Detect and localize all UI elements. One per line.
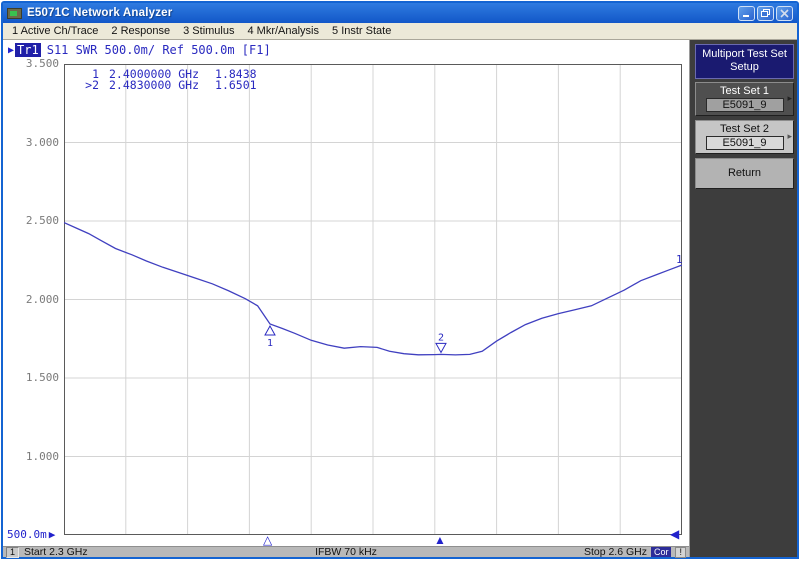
marker2-value: 1.6501 — [215, 78, 257, 92]
stop-frequency-label: Stop 2.6 GHz — [583, 546, 647, 558]
softkey-menu-title: Multiport Test Set Setup — [695, 44, 794, 79]
trace-id-badge: Tr1 — [15, 43, 41, 57]
svg-text:1: 1 — [267, 338, 273, 349]
marker2-frequency: 2.4830000 GHz — [109, 78, 200, 92]
svg-text:2: 2 — [438, 332, 444, 343]
channel-number-box: 1 — [6, 546, 20, 558]
trace-header[interactable]: ▶ Tr1 S11 SWR 500.0m/ Ref 500.0m [F1] — [8, 43, 271, 57]
softkey-test-set-1[interactable]: Test Set 1 E5091_9 ▸ — [695, 82, 794, 116]
chart-canvas: 1 2 1 — [64, 64, 682, 535]
y-axis-tick-label: 3.500 — [25, 57, 59, 70]
chart-area[interactable]: 1 2 1 — [64, 64, 682, 535]
y-axis-tick-label: 2.000 — [25, 292, 59, 306]
y-axis-tick-label: 2.500 — [25, 214, 59, 227]
marker1-id: 1 — [92, 67, 99, 81]
reference-level: 500.0m ▶ — [7, 528, 55, 541]
close-button[interactable] — [776, 5, 793, 21]
restore-icon — [761, 9, 770, 17]
marker1-value: 1.8438 — [215, 67, 257, 81]
softkey-value: E5091_9 — [705, 98, 784, 112]
softkey-label: Test Set 2 — [720, 123, 769, 135]
title-bar[interactable]: E5071C Network Analyzer — [3, 3, 797, 23]
softkey-return[interactable]: Return — [695, 158, 794, 189]
start-frequency-label: Start 2.3 GHz — [24, 546, 88, 558]
softkey-sidebar: Multiport Test Set Setup Test Set 1 E509… — [689, 40, 797, 557]
sweep-indicator-icon: ◀ — [670, 527, 680, 541]
y-axis-tick-label: 1.500 — [25, 371, 59, 384]
marker2-id: >2 — [85, 78, 99, 92]
app-icon — [7, 7, 22, 19]
svg-text:1: 1 — [676, 253, 682, 266]
status-bar: 1 Start 2.3 GHz IFBW 70 kHz Stop 2.6 GHz… — [3, 546, 689, 558]
softkey-title-line2: Setup — [730, 61, 759, 73]
marker-row-1: 1 2.4000000 GHz 1.8438 — [77, 67, 257, 81]
submenu-arrow-icon: ▸ — [787, 93, 792, 103]
marker-row-2: >2 2.4830000 GHz 1.6501 — [77, 78, 257, 92]
minimize-icon — [742, 14, 749, 17]
softkey-title-line1: Multiport Test Set — [702, 48, 787, 60]
menu-instr-state[interactable]: 5 Instr State — [332, 25, 392, 37]
menu-active-ch-trace[interactable]: 1 Active Ch/Trace — [12, 25, 99, 37]
reference-level-arrow-icon: ▶ — [48, 528, 56, 541]
marker1-frequency: 2.4000000 GHz — [109, 67, 200, 81]
softkey-value: E5091_9 — [705, 136, 784, 150]
menu-response[interactable]: 2 Response — [111, 25, 171, 37]
active-trace-icon: ▶ — [8, 44, 15, 56]
menu-stimulus[interactable]: 3 Stimulus — [183, 25, 235, 37]
softkey-label: Return — [727, 167, 762, 179]
restore-button[interactable] — [757, 5, 774, 21]
submenu-arrow-icon: ▸ — [787, 131, 792, 141]
menu-bar: 1 Active Ch/Trace 2 Response 3 Stimulus … — [3, 23, 797, 40]
close-icon — [779, 8, 789, 18]
y-axis-tick-label: 3.000 — [25, 135, 59, 149]
warning-indicator: ! — [675, 546, 686, 558]
window-title: E5071C Network Analyzer — [27, 7, 173, 19]
ifbw-label: IFBW 70 kHz — [315, 546, 377, 558]
marker-readout: 1 2.4000000 GHz 1.8438 >2 2.4830000 GHz … — [77, 67, 257, 92]
menu-mkr-analysis[interactable]: 4 Mkr/Analysis — [247, 25, 320, 37]
correction-badge: Cor — [650, 547, 672, 557]
softkey-test-set-2[interactable]: Test Set 2 E5091_9 ▸ — [695, 120, 794, 154]
reference-level-label: 500.0m — [7, 528, 47, 541]
y-axis-tick-label: 1.000 — [25, 449, 59, 463]
minimize-button[interactable] — [738, 5, 755, 21]
marker2-stimulus-icon[interactable]: ▲ — [433, 533, 446, 547]
instrument-screen: ▶ Tr1 S11 SWR 500.0m/ Ref 500.0m [F1] 3.… — [3, 40, 689, 546]
marker1-stimulus-icon[interactable]: △ — [263, 533, 273, 547]
trace-format-text: S11 SWR 500.0m/ Ref 500.0m [F1] — [46, 43, 271, 57]
softkey-label: Test Set 1 — [720, 85, 769, 97]
